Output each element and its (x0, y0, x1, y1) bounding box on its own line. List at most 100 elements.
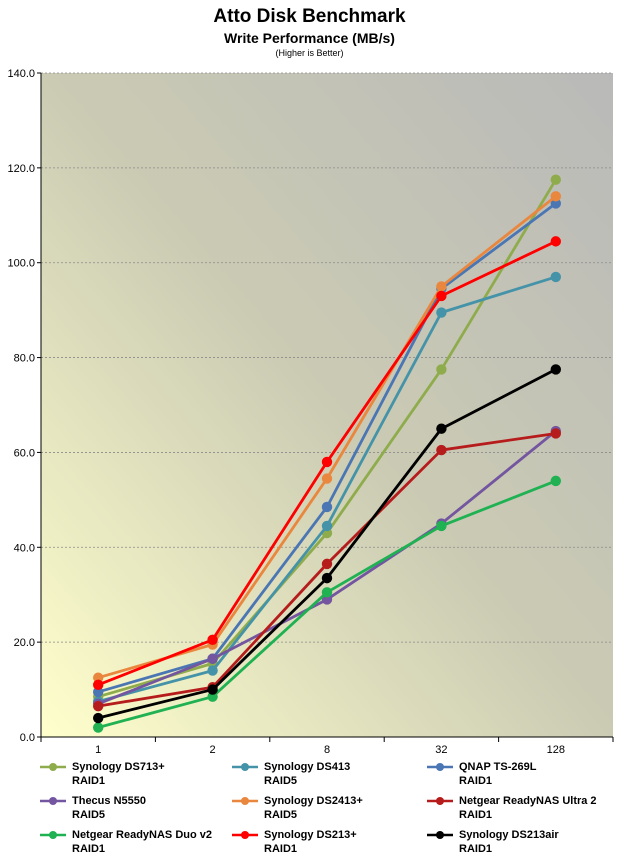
data-point (550, 236, 561, 247)
x-tick-label: 1 (95, 744, 101, 756)
data-point (93, 672, 104, 683)
plot-background (41, 73, 613, 737)
legend-swatch (427, 797, 453, 805)
data-point (93, 722, 104, 733)
data-point (550, 428, 561, 439)
legend-swatch-marker (436, 797, 444, 805)
series-6 (93, 475, 561, 733)
chart-title: Atto Disk Benchmark (213, 6, 406, 27)
data-point (207, 653, 218, 664)
legend-label: Synology DS213+ (264, 829, 357, 841)
legend-swatch-marker (49, 831, 57, 839)
legend-swatch (232, 763, 258, 771)
legend-config: RAID1 (72, 843, 106, 855)
y-tick-label: 60.0 (14, 447, 35, 459)
data-point (550, 198, 561, 209)
legend-swatch-marker (241, 797, 249, 805)
legend-swatch (427, 831, 453, 839)
legend-item: Synology DS413 RAID5 (232, 760, 351, 788)
data-point (207, 684, 218, 695)
legend-config: RAID1 (72, 775, 106, 787)
legend-config: RAID5 (72, 809, 106, 821)
y-tick-label: 80.0 (14, 353, 35, 365)
series-7 (93, 236, 561, 691)
legend-swatch-marker (241, 763, 249, 771)
legend-swatch (40, 797, 66, 805)
legend-label: Netgear ReadyNAS Duo v2 (72, 829, 212, 841)
data-point (436, 281, 447, 292)
y-tick-label: 40.0 (14, 542, 35, 554)
data-point (321, 587, 333, 598)
legend-label: QNAP TS-269L (459, 761, 537, 773)
data-point (321, 456, 333, 468)
data-point (93, 700, 104, 712)
chart-note: (Higher is Better) (275, 48, 344, 58)
data-point (550, 475, 561, 487)
data-point (550, 271, 561, 283)
y-tick-label: 120.0 (7, 163, 35, 175)
data-point (321, 520, 333, 532)
data-point (207, 691, 218, 702)
legend-label: Synology DS413 (264, 761, 351, 773)
legend-config: RAID5 (264, 809, 298, 821)
series-8 (93, 364, 561, 724)
legend-swatch (232, 797, 258, 805)
data-point (321, 594, 333, 605)
legend-item: QNAP TS-269L RAID1 (427, 760, 537, 788)
legend-item: Synology DS213+ RAID1 (232, 828, 357, 856)
legend-swatch (40, 831, 66, 839)
series-1 (93, 271, 561, 707)
data-point (436, 444, 447, 456)
data-point (550, 191, 561, 202)
x-tick-label: 2 (210, 744, 216, 756)
legend-item: Synology DS213air RAID1 (427, 828, 559, 856)
data-point (436, 423, 447, 434)
legend-swatch (232, 831, 258, 839)
legend-swatch-marker (49, 763, 57, 771)
x-tick-label: 8 (324, 744, 330, 756)
legend-config: RAID1 (459, 775, 493, 787)
legend-label: Synology DS2413+ (264, 795, 363, 807)
data-point (321, 501, 333, 513)
y-tick-label: 0.0 (20, 732, 35, 744)
y-tick-label: 20.0 (14, 637, 35, 649)
x-tick-label: 32 (435, 744, 447, 756)
legend-config: RAID1 (459, 809, 493, 821)
legend-label: Netgear ReadyNAS Ultra 2 (459, 795, 597, 807)
data-point (436, 307, 447, 318)
legend-label: Thecus N5550 (72, 795, 146, 807)
legend-item: Synology DS2413+ RAID5 (232, 794, 363, 822)
data-point (436, 364, 447, 375)
data-point (550, 174, 561, 185)
legend-swatch-marker (436, 831, 444, 839)
data-point (93, 712, 104, 724)
legend-swatch (427, 763, 453, 771)
data-point (93, 679, 104, 691)
data-point (436, 520, 447, 532)
legend-label: Synology DS213air (459, 829, 559, 841)
legend-swatch-marker (241, 831, 249, 839)
legend-config: RAID1 (459, 843, 493, 855)
data-point (321, 473, 333, 484)
data-point (321, 572, 333, 584)
legend-label: Synology DS713+ (72, 761, 165, 773)
data-point (550, 364, 561, 375)
legend-config: RAID1 (264, 843, 298, 855)
y-tick-label: 140.0 (7, 68, 35, 80)
legend-item: Netgear ReadyNAS Duo v2 RAID1 (40, 828, 212, 856)
legend-swatch-marker (436, 763, 444, 771)
data-point (207, 634, 218, 645)
x-tick-label: 128 (547, 744, 565, 756)
legend-config: RAID5 (264, 775, 298, 787)
legend-swatch (40, 763, 66, 771)
legend-item: Thecus N5550 RAID5 (40, 794, 146, 822)
legend-swatch-marker (49, 797, 57, 805)
data-point (93, 686, 104, 698)
data-point (321, 558, 333, 570)
legend-item: Netgear ReadyNAS Ultra 2 RAID1 (427, 794, 597, 822)
series-5 (93, 428, 561, 712)
legend-item: Synology DS713+ RAID1 (40, 760, 165, 788)
chart-subtitle: Write Performance (MB/s) (224, 30, 395, 46)
